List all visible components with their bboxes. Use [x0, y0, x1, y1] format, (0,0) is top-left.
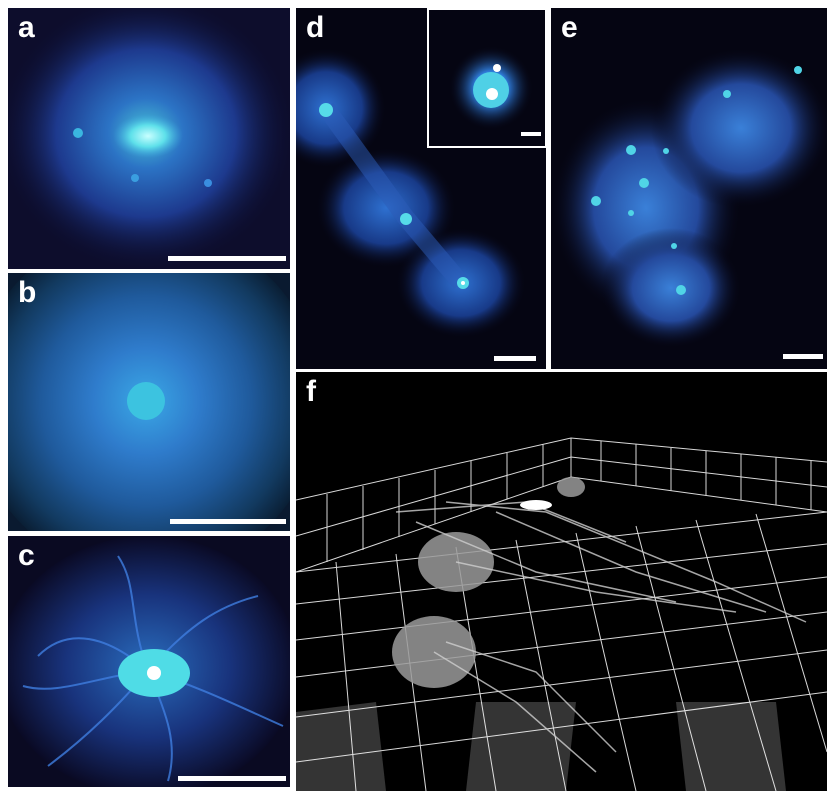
scale-bar-a [168, 256, 286, 261]
panel-label-c: c [18, 539, 35, 572]
scale-bar-d-inset [521, 132, 541, 136]
microscopy-image-b [8, 273, 290, 531]
panel-b: b [8, 273, 290, 531]
panel-label-b: b [18, 276, 37, 309]
scale-bar-b [170, 519, 286, 524]
panel-c: c [8, 536, 290, 787]
scale-bar-e [783, 354, 823, 359]
panel-label-e: e [561, 11, 578, 44]
panel-label-f: f [306, 375, 316, 408]
panel-a: a [8, 8, 290, 269]
microscopy-image-c [8, 536, 290, 787]
microscopy-image-d-inset [429, 10, 545, 146]
panel-d: d [296, 8, 546, 369]
microscopy-image-e [551, 8, 827, 369]
panel-f: f [296, 372, 827, 791]
microscopy-image-d [296, 8, 546, 369]
panel-d-inset [427, 8, 547, 148]
volume-render-f [296, 372, 827, 791]
panel-e: e [551, 8, 827, 369]
microscopy-image-a [8, 8, 290, 269]
scale-bar-c [178, 776, 286, 781]
panel-label-a: a [18, 11, 35, 44]
panel-label-d: d [306, 11, 325, 44]
scale-bar-d [494, 356, 536, 361]
